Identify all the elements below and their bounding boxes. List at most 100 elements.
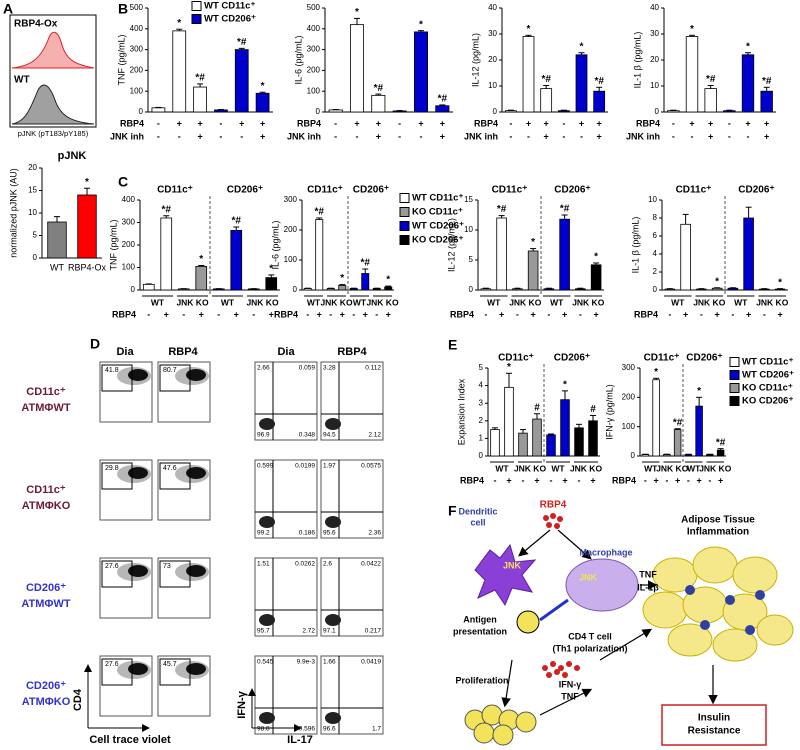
y-tick-label: 40 xyxy=(650,3,659,12)
condition-sign: - xyxy=(728,118,731,128)
error-bar xyxy=(316,217,323,220)
condition-sign: - xyxy=(578,475,581,485)
histogram-x-label: pJNK (pT183/pY185) xyxy=(18,129,89,138)
quadrant-value: 1.97 xyxy=(323,463,336,470)
condition-sign: - xyxy=(494,475,497,485)
y-tick-label: 10 xyxy=(648,195,657,204)
condition-sign: - xyxy=(509,131,512,141)
condition-sign: - xyxy=(219,118,222,128)
condition-label: RBP4 xyxy=(450,309,474,319)
quadrant-value: 0.0262 xyxy=(295,561,315,568)
population-core xyxy=(128,369,148,381)
bar xyxy=(696,288,707,291)
y-axis-label: normalized pJNK (AU) xyxy=(8,168,18,258)
gate-value: 29.8 xyxy=(105,465,119,472)
y-tick-label: 400 xyxy=(307,24,321,33)
condition-sign: + xyxy=(234,309,239,319)
y-tick-label: 200 xyxy=(622,392,636,401)
legend-label: WT CD11c⁺ xyxy=(412,193,463,204)
group-label: JNK KO xyxy=(693,297,726,307)
condition-sign: + xyxy=(239,118,244,128)
y-tick-label: 100 xyxy=(122,263,136,272)
column-header: RBP4 xyxy=(337,346,367,358)
error-bar xyxy=(745,206,752,218)
condition-label: RBP4 xyxy=(297,118,321,128)
condition-label: RBP4 xyxy=(612,475,636,485)
gate-value: 80.7 xyxy=(163,367,177,374)
bar xyxy=(680,223,691,291)
cell-label: cell xyxy=(470,517,485,527)
y-tick-label: 0 xyxy=(33,253,38,262)
condition-sign: + xyxy=(376,118,381,128)
condition-sign: - xyxy=(352,309,355,319)
axis-label: Cell trace violet xyxy=(89,734,171,746)
legend-swatch xyxy=(399,207,410,217)
y-axis-label: IL-12 (pg/mL) xyxy=(446,218,456,272)
group-label: JNK KO xyxy=(176,297,209,307)
legend-swatch xyxy=(399,193,410,203)
error-bar xyxy=(717,448,724,451)
significance-label: * xyxy=(580,41,584,52)
y-tick-label: 10 xyxy=(28,208,37,217)
gate-value: 47.6 xyxy=(163,465,177,472)
group-header: CD11c⁺ xyxy=(676,185,712,196)
group-label: JNK KO xyxy=(756,297,789,307)
error-bar xyxy=(176,28,183,31)
y-tick-label: 300 xyxy=(307,45,321,54)
x-tick-label: RBP4-Ox xyxy=(68,262,107,272)
condition-sign: - xyxy=(731,309,734,319)
group-header: CD11c⁺ xyxy=(157,185,193,196)
condition-sign: + xyxy=(386,309,391,319)
condition-sign: - xyxy=(644,475,647,485)
bar xyxy=(142,283,155,291)
condition-label: RBP4 xyxy=(274,309,298,319)
quadrant-value: 0.348 xyxy=(299,432,316,439)
gate xyxy=(159,364,191,392)
significance-label: *# xyxy=(560,204,570,215)
bar xyxy=(695,405,703,457)
significance-label: * xyxy=(269,264,273,275)
t-cells xyxy=(464,704,537,746)
significance-label: *# xyxy=(361,258,371,269)
y-axis-label: IL-6 (pg/mL) xyxy=(293,35,303,84)
macrophage-shape xyxy=(565,558,639,612)
condition-sign: - xyxy=(550,475,553,485)
condition-sign: + xyxy=(544,131,549,141)
condition-sign: + xyxy=(526,118,531,128)
quadrant-value: 0.112 xyxy=(365,365,381,372)
y-tick-label: 0 xyxy=(631,451,636,460)
significance-label: * xyxy=(778,277,782,288)
error-bar xyxy=(763,86,770,92)
condition-sign: - xyxy=(375,309,378,319)
row-label: CD11c⁺ xyxy=(26,484,66,496)
condition-sign: + xyxy=(199,309,204,319)
cytokine-label: TNF xyxy=(561,691,579,701)
condition-sign: + xyxy=(197,118,202,128)
condition-sign: - xyxy=(484,309,487,319)
group-header: CD11c⁺ xyxy=(644,353,680,364)
panel-label: B xyxy=(118,1,128,17)
quadrant-value: 2.12 xyxy=(368,432,381,439)
bar xyxy=(527,250,539,291)
population xyxy=(259,418,275,430)
bar xyxy=(303,288,312,291)
y-tick-label: 200 xyxy=(307,66,321,75)
histograms xyxy=(9,14,97,128)
diagram-shapes xyxy=(464,513,794,746)
condition-sign: + xyxy=(579,118,584,128)
y-axis-label: IFN-γ (pg/mL) xyxy=(604,384,614,440)
condition-sign: - xyxy=(728,131,731,141)
bar xyxy=(160,217,173,291)
condition-sign: + xyxy=(177,118,182,128)
y-tick-label: 300 xyxy=(622,363,636,372)
condition-sign: + xyxy=(530,309,535,319)
bar xyxy=(590,264,602,291)
condition-label: RBP4 xyxy=(636,118,660,128)
condition-sign: - xyxy=(157,118,160,128)
y-tick-label: 400 xyxy=(122,195,136,204)
rbp4-cluster xyxy=(543,513,563,529)
group-header: CD206⁺ xyxy=(227,185,263,196)
bar xyxy=(667,110,680,113)
error-bar xyxy=(339,284,346,286)
